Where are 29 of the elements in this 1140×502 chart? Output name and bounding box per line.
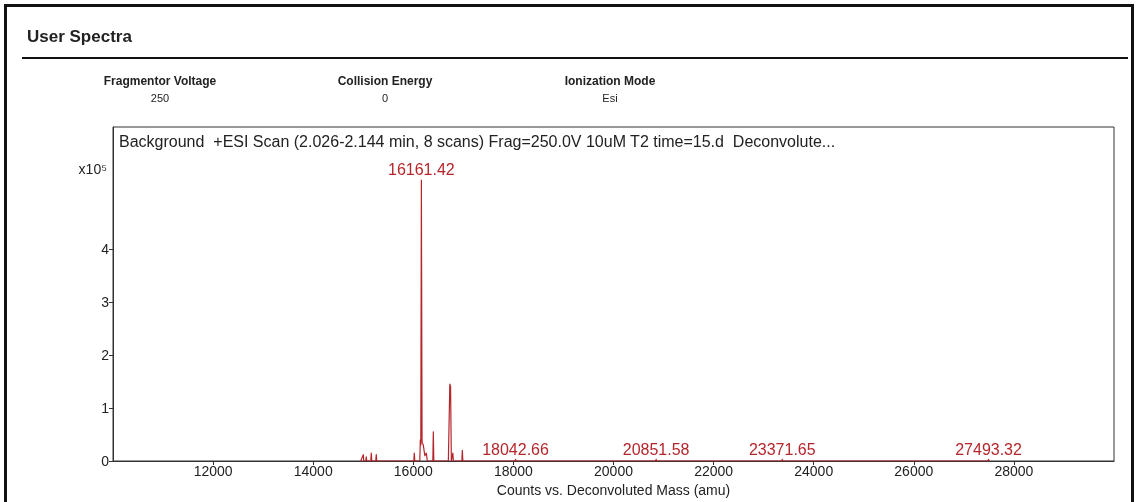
text: Ionization Mode: [564, 74, 656, 88]
annotation: 27493.32: [955, 440, 1023, 458]
x-tick-label: 14000: [293, 463, 333, 479]
y-tick-label: 0: [101, 453, 110, 469]
x-tick-label: 26000: [894, 463, 934, 479]
x-tick-label: 12000: [193, 463, 233, 479]
y-tick-label: 3: [101, 293, 110, 310]
x-axis-title: Counts vs. Deconvoluted Mass (amu): [496, 482, 731, 498]
chart-subtitle: Background +ESI Scan (2.026-2.144 min, 8 scans) Frag=250.0V 10uM T2 time=15.d Deconvolute...: [119, 132, 836, 150]
annotation: 18042.66: [482, 440, 549, 458]
text: Collision Energy: [337, 74, 433, 88]
text: Esi: [602, 91, 618, 104]
chart-title: User Spectra: [27, 27, 133, 46]
x-tick-label: 24000: [794, 463, 834, 479]
text: 250: [150, 91, 170, 104]
text: Fragmentor Voltage: [103, 74, 217, 88]
y-tick-label: 1: [101, 399, 110, 416]
annotation: 16161.42: [388, 161, 455, 179]
annotation: 23371.65: [748, 440, 816, 458]
x-tick-label: 22000: [694, 463, 734, 479]
x-tick-label: 18000: [493, 463, 534, 479]
text: 0: [381, 91, 389, 104]
y-tick-label: 2: [101, 346, 110, 363]
x-tick-label: 20000: [594, 463, 634, 479]
y-axis-title: x10⁵: [78, 161, 107, 177]
x-tick-label: 16000: [393, 463, 433, 479]
x-tick-label: 28000: [994, 463, 1034, 479]
y-tick-label: 4: [101, 240, 110, 257]
annotation: 20851.58: [622, 440, 690, 458]
